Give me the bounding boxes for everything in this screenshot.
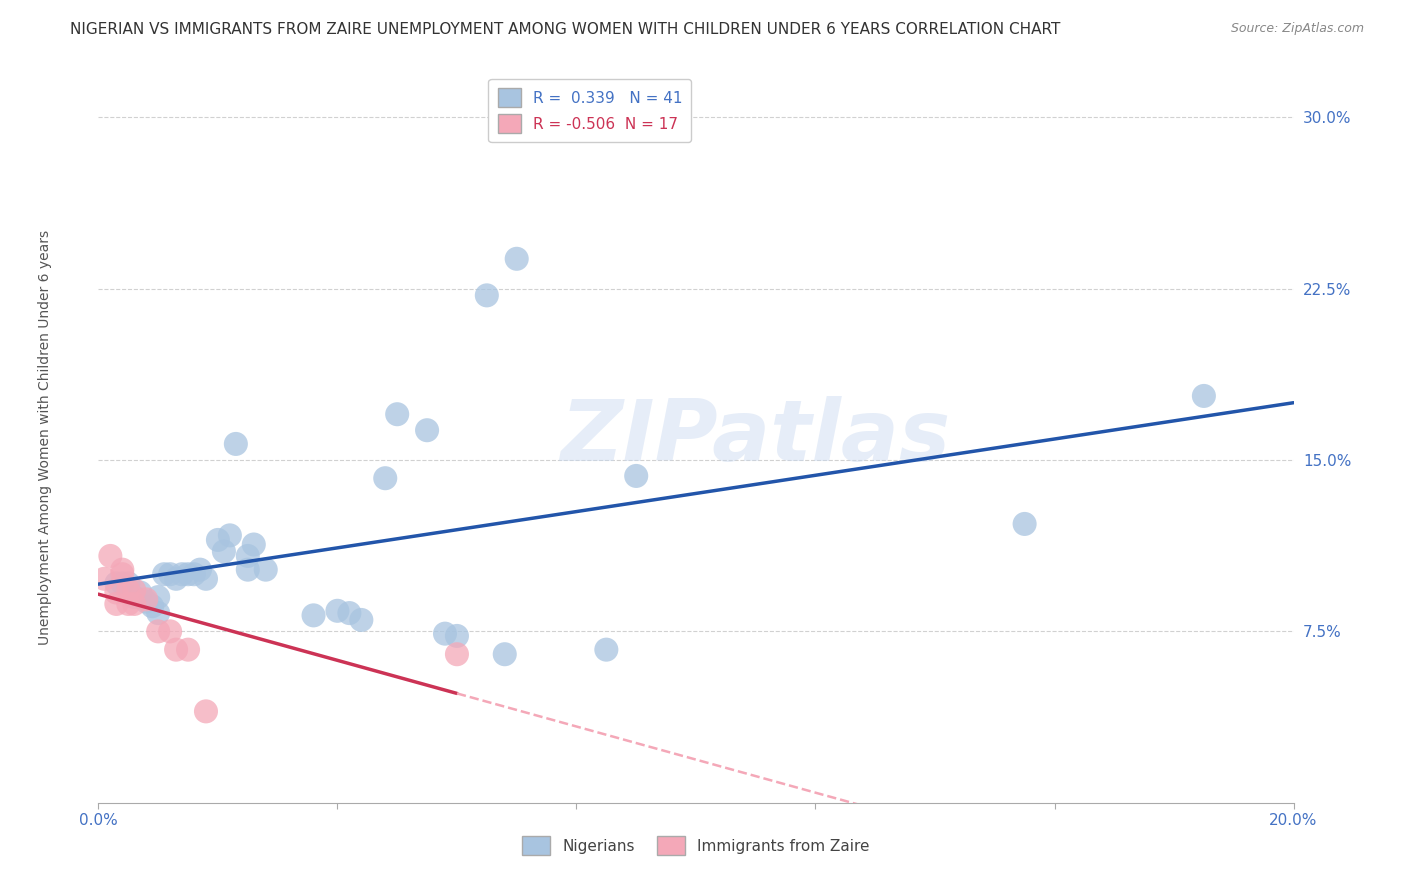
Point — [385, 407, 409, 421]
Point — [124, 583, 146, 598]
Point — [153, 567, 176, 582]
Point — [165, 642, 187, 657]
Point — [434, 626, 457, 640]
Point — [117, 597, 139, 611]
Point — [111, 576, 134, 591]
Point — [117, 583, 139, 598]
Point — [595, 642, 617, 657]
Point — [111, 567, 134, 582]
Point — [159, 624, 181, 639]
Point — [105, 576, 128, 591]
Point — [236, 549, 259, 563]
Point — [98, 549, 122, 563]
Point — [195, 705, 218, 719]
Point — [1192, 389, 1215, 403]
Point — [254, 563, 277, 577]
Point — [188, 563, 211, 577]
Point — [219, 528, 242, 542]
Point — [626, 469, 648, 483]
Point — [177, 567, 200, 582]
Point — [135, 595, 157, 609]
Point — [446, 647, 468, 661]
Point — [225, 437, 247, 451]
Point — [1014, 516, 1036, 531]
Point — [475, 288, 498, 302]
Text: NIGERIAN VS IMMIGRANTS FROM ZAIRE UNEMPLOYMENT AMONG WOMEN WITH CHILDREN UNDER 6: NIGERIAN VS IMMIGRANTS FROM ZAIRE UNEMPL… — [70, 22, 1060, 37]
Point — [302, 608, 325, 623]
Text: Unemployment Among Women with Children Under 6 years: Unemployment Among Women with Children U… — [38, 229, 52, 645]
Text: Source: ZipAtlas.com: Source: ZipAtlas.com — [1230, 22, 1364, 36]
Point — [141, 599, 163, 614]
Legend: Nigerians, Immigrants from Zaire: Nigerians, Immigrants from Zaire — [516, 830, 876, 861]
Text: ZIPatlas: ZIPatlas — [561, 395, 950, 479]
Point — [117, 576, 139, 591]
Point — [236, 563, 259, 577]
Point — [111, 563, 134, 577]
Point — [124, 597, 146, 611]
Point — [243, 537, 266, 551]
Point — [148, 624, 170, 639]
Point — [506, 252, 529, 266]
Point — [207, 533, 229, 547]
Point — [374, 471, 396, 485]
Point — [93, 572, 115, 586]
Point — [326, 604, 349, 618]
Point — [416, 423, 439, 437]
Point — [159, 567, 181, 582]
Point — [350, 613, 373, 627]
Point — [212, 544, 235, 558]
Point — [177, 642, 200, 657]
Point — [148, 590, 170, 604]
Point — [105, 597, 128, 611]
Point — [129, 585, 152, 599]
Point — [105, 585, 128, 599]
Point — [195, 572, 218, 586]
Point — [183, 567, 205, 582]
Point — [494, 647, 516, 661]
Point — [135, 592, 157, 607]
Point — [165, 572, 187, 586]
Point — [446, 629, 468, 643]
Point — [148, 606, 170, 620]
Point — [124, 590, 146, 604]
Point — [339, 606, 361, 620]
Point — [172, 567, 194, 582]
